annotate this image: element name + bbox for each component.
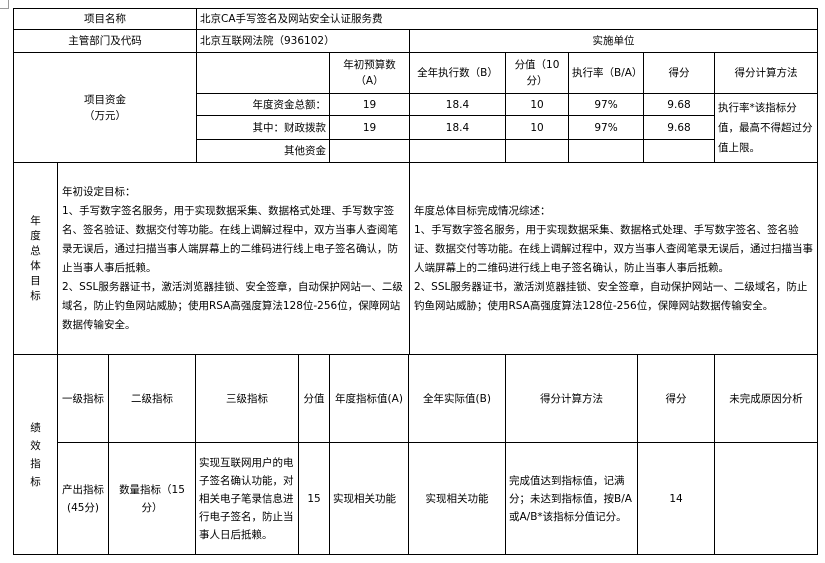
funds-rate (568, 139, 644, 163)
funds-header-blank (196, 52, 330, 94)
funds-header: 分值（10分） (505, 52, 569, 94)
project-funds-table: 项目名称 北京CA手写签名及网站安全认证服务费 主管部门及代码 北京互联网法院（… (13, 8, 819, 163)
funds-header: 年初预算数（A） (329, 52, 410, 94)
indicator-level2: 数量指标（15分） (108, 442, 196, 555)
funds-budget: 19 (329, 93, 410, 116)
funds-score (643, 139, 715, 163)
actual-goals-title: 年度总体目标完成情况综述： (414, 204, 551, 217)
indicators-header: 得分计算方法 (505, 354, 638, 443)
goals-table: 年度总体目标 年初设定目标： 1、手写数字签名服务，用于实现数据采集、数据格式处… (13, 162, 818, 355)
funds-executed: 18.4 (409, 115, 506, 140)
funds-budget: 19 (329, 115, 410, 140)
funds-executed (409, 139, 506, 163)
indicators-header: 未完成原因分析 (714, 354, 818, 443)
funds-weight: 10 (505, 93, 569, 116)
indicators-header: 三级指标 (195, 354, 299, 443)
funds-row-label: 其他资金 (196, 139, 330, 163)
funds-label: 项目资金 （万元） (13, 52, 197, 163)
funds-row: 其他资金 (14, 139, 818, 163)
goals-section-label: 年度总体目标 (13, 162, 58, 355)
planned-goals-item: 1、手写数字签名服务，用于实现数据采集、数据格式处理、手写数字签名、签名验证、数… (62, 204, 398, 274)
funds-weight: 10 (505, 115, 569, 140)
indicator-row: 产出指标(45分) 数量指标（15分） 实现互联网用户的电子签名确认功能，对相关… (14, 442, 818, 555)
project-name-value: 北京CA手写签名及网站安全认证服务费 (195, 8, 819, 30)
funds-header: 全年执行数（B） (409, 52, 506, 94)
planned-goals-item: 2、SSL服务器证书，激活浏览器挂锁、安全签章，自动保护网站一、二级域名，防止钓… (62, 280, 403, 331)
funds-score: 9.68 (643, 93, 715, 116)
indicator-method: 完成值达到指标值，记满分；未达到指标值，按B/A或A/B*该指标分值记分。 (505, 442, 638, 555)
dept-value: 北京互联网法院（936102） (196, 29, 410, 53)
indicator-actual: 实现相关功能 (408, 442, 506, 555)
indicator-weight: 15 (298, 442, 330, 555)
funds-row: 其中：财政拨款 19 18.4 10 97% 9.68 (14, 115, 818, 140)
indicators-header: 得分 (637, 354, 715, 443)
indicator-level1: 产出指标(45分) (57, 442, 109, 555)
indicator-score: 14 (637, 442, 715, 555)
actual-goals: 年度总体目标完成情况综述： 1、手写数字签名服务，用于实现数据采集、数据格式处理… (409, 162, 818, 355)
indicators-header: 全年实际值(B) (408, 354, 506, 443)
indicator-reason (714, 442, 818, 555)
funds-header: 得分计算方法 (713, 52, 819, 94)
indicators-section-label: 绩效指标 (13, 354, 58, 555)
indicators-table: 绩效指标 一级指标 二级指标 三级指标 分值 年度指标值(A) 全年实际值(B)… (13, 354, 818, 555)
funds-score: 9.68 (643, 115, 715, 140)
dept-label: 主管部门及代码 (13, 29, 197, 53)
funds-header: 执行率（B/A） (568, 52, 644, 94)
funds-budget (329, 139, 410, 163)
indicator-target: 实现相关功能 (329, 442, 409, 555)
impl-unit-label: 实施单位 (408, 29, 819, 53)
funds-executed: 18.4 (409, 93, 506, 116)
actual-goals-item: 1、手写数字签名服务，用于实现数据采集、数据格式处理、手写数字签名、签名验证、数… (414, 223, 813, 274)
planned-goals-title: 年初设定目标： (62, 185, 136, 198)
funds-rate: 97% (568, 93, 644, 116)
indicators-header: 一级指标 (57, 354, 109, 443)
funds-weight (505, 139, 569, 163)
project-name-label: 项目名称 (13, 8, 197, 30)
funds-rate: 97% (568, 115, 644, 140)
indicators-header: 分值 (298, 354, 330, 443)
page-corner-mark (0, 0, 9, 9)
funds-row-label: 其中：财政拨款 (196, 115, 330, 140)
indicators-header: 二级指标 (108, 354, 196, 443)
funds-row-label: 年度资金总额： (196, 93, 330, 116)
planned-goals: 年初设定目标： 1、手写数字签名服务，用于实现数据采集、数据格式处理、手写数字签… (57, 162, 410, 355)
indicators-header: 年度指标值(A) (329, 354, 409, 443)
actual-goals-item: 2、SSL服务器证书，激活浏览器挂锁、安全签章，自动保护网站一、二级域名，防止钓… (414, 280, 808, 312)
indicator-level3: 实现互联网用户的电子签名确认功能，对相关电子笔录信息进行电子签名，防止当事人日后… (195, 442, 299, 555)
funds-row: 年度资金总额： 19 18.4 10 97% 9.68 执行率*该指标分值，最高… (14, 93, 819, 163)
funds-method: 执行率*该指标分值，最高不得超过分值上限。 (713, 93, 819, 163)
funds-header: 得分 (643, 52, 715, 94)
